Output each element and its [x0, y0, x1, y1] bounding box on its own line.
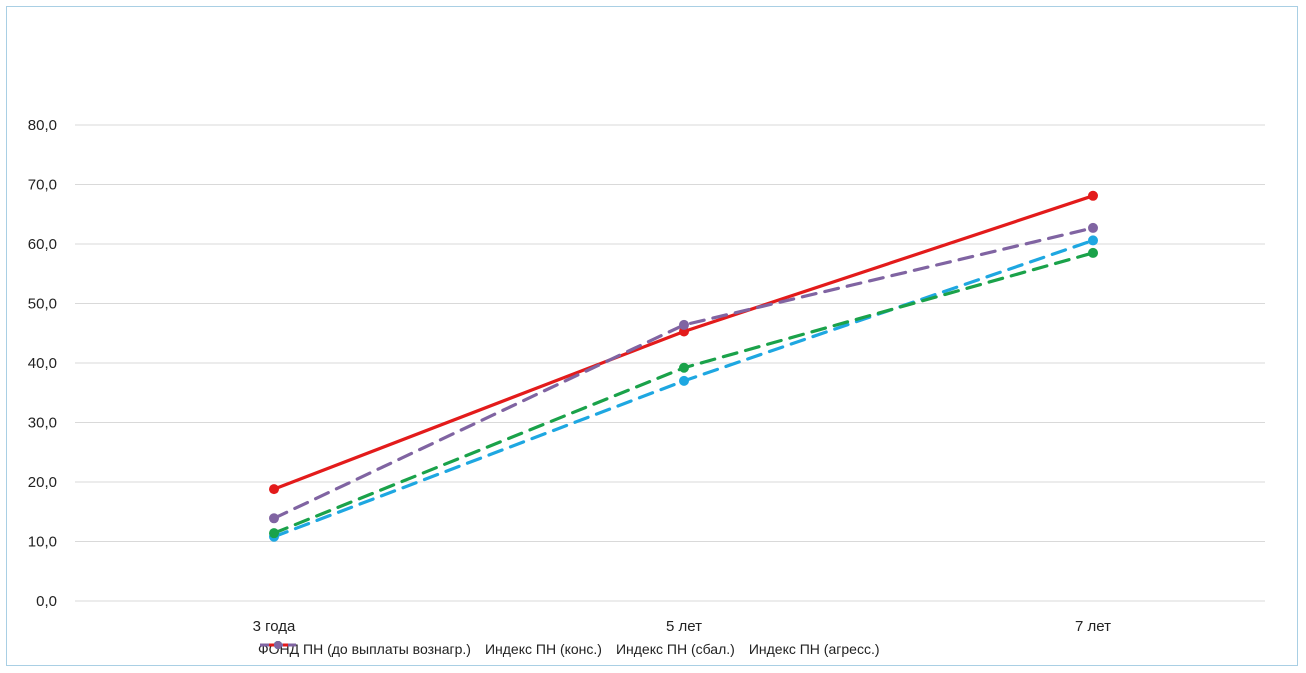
- y-tick-label: 50,0: [28, 296, 57, 313]
- data-point: [269, 513, 279, 524]
- data-point: [1088, 235, 1098, 246]
- legend-label: Индекс ПН (конс.): [484, 641, 602, 657]
- y-tick-label: 80,0: [28, 117, 57, 134]
- data-point: [1088, 190, 1098, 201]
- y-tick-label: 20,0: [28, 474, 57, 491]
- data-point: [1088, 247, 1098, 258]
- legend-label: Индекс ПН (агресс.): [748, 641, 880, 657]
- chart-frame: [6, 6, 1298, 666]
- x-tick-label: 3 года: [253, 618, 296, 635]
- legend-item: Индекс ПН (сбал.): [260, 641, 735, 657]
- y-tick-label: 10,0: [28, 534, 57, 551]
- series-line-3: [272, 226, 1095, 520]
- y-tick-label: 60,0: [28, 236, 57, 253]
- y-tick-label: 40,0: [28, 355, 57, 372]
- x-axis: 3 года 5 лет 7 лет: [253, 618, 1111, 635]
- legend-marker: [274, 641, 282, 649]
- data-point: [1088, 222, 1098, 233]
- series-line-1: [272, 238, 1095, 539]
- legend: ФОНД ПН (до выплаты вознагр.) Индекс ПН (…: [258, 638, 894, 660]
- legend-item: Индекс ПН (агресс.): [260, 641, 880, 657]
- series-line-2: [272, 251, 1095, 535]
- legend-label: ФОНД ПН (до выплаты вознагр.): [258, 641, 471, 657]
- x-tick-label: 5 лет: [666, 618, 702, 635]
- data-point: [679, 375, 689, 386]
- data-point: [269, 528, 279, 539]
- y-tick-label: 0,0: [36, 593, 57, 610]
- legend-label: Индекс ПН (сбал.): [615, 641, 735, 657]
- data-point: [679, 319, 689, 330]
- legend-swatch: [260, 641, 296, 649]
- x-tick-label: 7 лет: [1075, 618, 1111, 635]
- y-axis: 0,0 10,0 20,0 30,0 40,0 50,0 60,0 70,0 80,0: [28, 117, 57, 610]
- legend-item: Индекс ПН (конс.): [260, 641, 602, 657]
- series-line-0: [272, 194, 1095, 491]
- data-point: [269, 484, 279, 495]
- y-tick-label: 70,0: [28, 177, 57, 194]
- series-group: [269, 190, 1098, 542]
- data-point: [679, 362, 689, 373]
- y-tick-label: 30,0: [28, 415, 57, 432]
